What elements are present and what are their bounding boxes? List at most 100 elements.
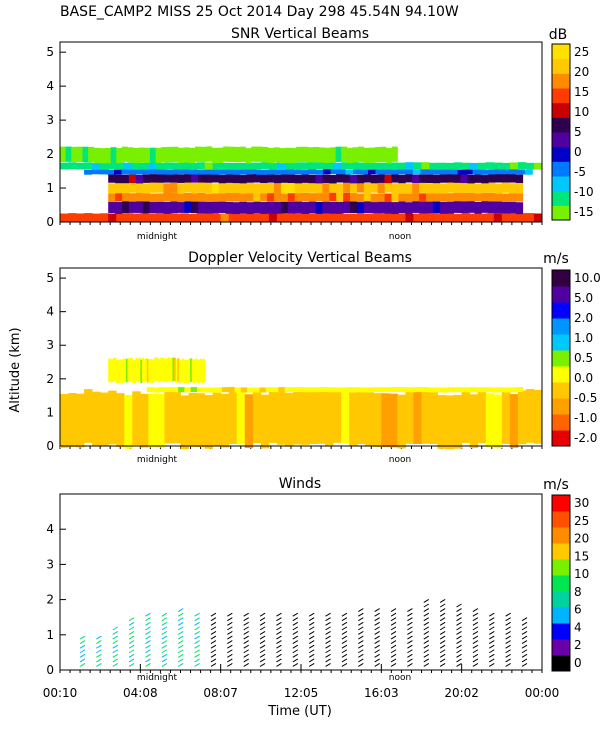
- heatmap-cell: [346, 147, 353, 164]
- heatmap-cell: [251, 146, 258, 162]
- heatmap-cell: [255, 169, 264, 175]
- wind-barb: [161, 649, 168, 654]
- wind-barb: [128, 640, 135, 645]
- heatmap-cell: [108, 390, 117, 445]
- wind-barb: [489, 640, 495, 645]
- heatmap-cell: [239, 174, 247, 184]
- heatmap-cell: [164, 213, 173, 222]
- wind-barb: [161, 621, 168, 626]
- wind-barb: [439, 631, 446, 635]
- heatmap-cell: [370, 182, 379, 193]
- plot-frame-top: [59, 493, 543, 671]
- wind-barb: [259, 649, 266, 654]
- wind-barb: [374, 621, 380, 626]
- wind-barb: [390, 644, 397, 649]
- wind-barb: [210, 658, 217, 663]
- heatmap-cell: [501, 182, 510, 193]
- heatmap-cell: [196, 162, 205, 170]
- heatmap-cell: [276, 213, 286, 222]
- heatmap-cell: [180, 213, 189, 222]
- heatmap-cell: [363, 147, 370, 164]
- heatmap-cell: [274, 201, 282, 214]
- heatmap-cell: [228, 213, 238, 222]
- colorbar-swatch: [552, 591, 570, 608]
- wind-barb: [308, 663, 315, 667]
- wind-barb: [128, 663, 135, 667]
- heatmap-cell: [84, 162, 93, 170]
- wind-barb: [128, 621, 135, 626]
- heatmap-cell: [336, 174, 344, 183]
- heatmap-cell: [477, 162, 487, 170]
- wind-barb: [423, 598, 430, 603]
- wind-barb: [341, 631, 348, 635]
- wind-barb: [439, 626, 446, 631]
- heatmap-cell: [287, 201, 296, 214]
- heatmap-cell: [384, 387, 392, 393]
- heatmap-cell: [140, 393, 149, 448]
- wind-barb: [276, 635, 282, 640]
- heatmap-cell: [204, 182, 213, 194]
- heatmap-cell: [174, 357, 177, 382]
- heatmap-cell: [398, 183, 406, 194]
- heatmap-cell: [517, 213, 527, 222]
- colorbar-swatch: [552, 270, 570, 287]
- wind-barb: [423, 631, 430, 635]
- wind-barb: [227, 631, 233, 635]
- heatmap-cell: [156, 174, 164, 183]
- wind-barb: [112, 663, 118, 667]
- heatmap-cell: [124, 162, 133, 170]
- heatmap-cell: [391, 386, 398, 393]
- heatmap-cell: [503, 387, 511, 393]
- heatmap-cell: [405, 169, 414, 175]
- wind-barb: [439, 658, 446, 663]
- heatmap-cell: [296, 146, 303, 163]
- heatmap-cell: [405, 183, 413, 194]
- heatmap-cell: [225, 201, 233, 214]
- wind-barb: [456, 653, 462, 658]
- heatmap-cell: [180, 359, 183, 384]
- heatmap-cell: [493, 394, 503, 449]
- heatmap-cell: [183, 359, 186, 384]
- colorbar-swatch: [552, 318, 570, 335]
- wind-barb: [390, 617, 397, 622]
- heatmap-cell: [300, 169, 309, 175]
- wind-barb: [79, 644, 86, 649]
- wind-barb: [177, 649, 184, 654]
- wind-barb: [505, 621, 511, 626]
- wind-barb: [325, 663, 331, 667]
- wind-barb: [423, 635, 430, 640]
- heatmap-cell: [413, 162, 422, 170]
- heatmap-cell: [480, 169, 488, 175]
- heatmap-cell: [284, 387, 292, 393]
- heatmap-cell: [315, 387, 323, 393]
- heatmap-cell: [453, 213, 463, 223]
- heatmap-cell: [280, 201, 289, 214]
- heatmap-cell: [343, 201, 351, 214]
- heatmap-cell: [253, 183, 261, 194]
- heatmap-cell: [488, 174, 496, 183]
- heatmap-cell: [322, 193, 330, 202]
- wind-barb: [456, 644, 462, 649]
- heatmap-cell: [315, 201, 323, 214]
- heatmap-cell: [280, 182, 289, 193]
- wind-barb: [390, 635, 397, 640]
- heatmap-cell: [460, 201, 468, 214]
- wind-barb: [374, 653, 380, 658]
- heatmap-cell: [60, 213, 69, 222]
- wind-barb: [456, 635, 462, 640]
- wind-barb: [227, 658, 233, 663]
- heatmap-cell: [182, 358, 185, 383]
- colorbar-tick-label: 0: [574, 145, 582, 159]
- heatmap-cell: [178, 359, 181, 384]
- heatmap-cell: [474, 192, 482, 202]
- heatmap-cell: [439, 174, 448, 183]
- heatmap-cell: [188, 393, 197, 447]
- wind-barb: [194, 658, 200, 663]
- heatmap-cell: [149, 174, 157, 183]
- heatmap-cell: [170, 358, 173, 382]
- wind-barb: [325, 626, 331, 631]
- heatmap-cell: [151, 359, 154, 384]
- heatmap-cell: [154, 357, 157, 381]
- wind-barb: [358, 612, 364, 617]
- heatmap-cell: [260, 162, 270, 169]
